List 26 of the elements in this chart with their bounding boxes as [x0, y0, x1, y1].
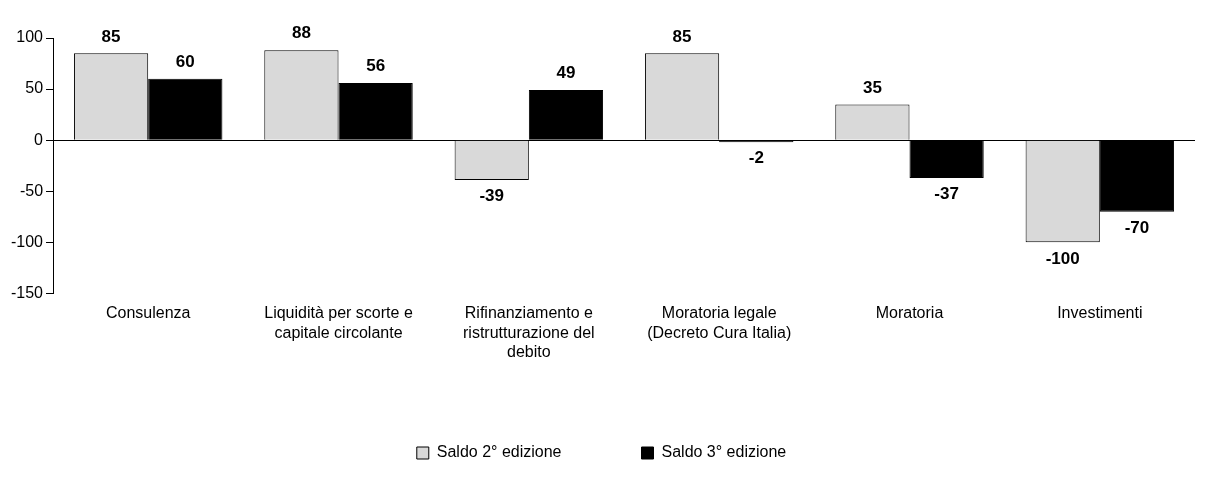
legend-label: Saldo 3° edizione: [661, 443, 787, 461]
data-label: 56: [366, 56, 386, 76]
data-label: -100: [1045, 248, 1080, 268]
data-label: 85: [672, 26, 692, 46]
x-tick-label: Liquidità per scorte e capitale circolante: [264, 304, 413, 341]
data-label: 35: [862, 77, 882, 97]
data-label: -39: [479, 186, 505, 206]
y-tick-label: 0: [34, 130, 44, 148]
data-label: 60: [175, 52, 195, 72]
x-tick-label: Consulenza: [105, 304, 191, 322]
x-tick-label: Rifinanziamento e ristrutturazione del debito: [463, 304, 595, 360]
x-tick-label: Moratoria legale (Decreto Cura Italia): [647, 304, 792, 341]
legend-label: Saldo 2° edizione: [436, 443, 562, 461]
y-tick-label: 100: [16, 28, 44, 46]
y-tick-label: 50: [25, 79, 44, 97]
x-tick-label: Moratoria: [875, 304, 944, 322]
data-label: -2: [748, 148, 764, 168]
data-label: 49: [556, 63, 576, 83]
x-tick-label: Investimenti: [1057, 304, 1143, 322]
data-label: 88: [291, 23, 311, 43]
data-label: -37: [934, 184, 959, 204]
data-label: 85: [101, 26, 121, 46]
y-tick-label: -150: [10, 283, 44, 301]
data-label: -70: [1124, 217, 1150, 237]
y-tick-label: -100: [10, 232, 44, 250]
y-tick-label: -50: [19, 181, 44, 199]
